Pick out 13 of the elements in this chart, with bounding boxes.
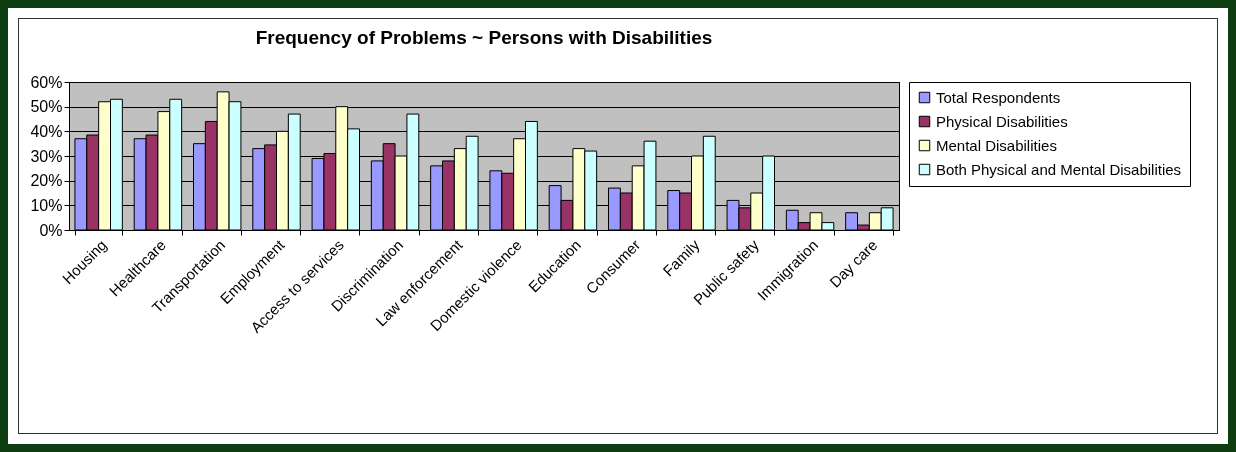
y-tick-label: 60% — [30, 73, 63, 91]
legend-label: Mental Disabilities — [936, 136, 1057, 154]
y-tick-label: 10% — [30, 196, 63, 214]
legend-label: Physical Disabilities — [936, 112, 1068, 130]
y-tick-label: 40% — [30, 122, 63, 140]
legend-label: Both Physical and Mental Disabilities — [936, 160, 1182, 178]
y-tick-label: 0% — [39, 221, 63, 239]
y-tick-label: 50% — [30, 98, 63, 116]
y-tick-label: 20% — [30, 172, 63, 190]
x-tick-label: Day care — [825, 236, 881, 291]
chart-title: Frequency of Problems ~ Persons with Disabilities — [255, 27, 713, 48]
legend-label: Total Respondents — [936, 88, 1061, 106]
y-tick-label: 30% — [30, 147, 63, 165]
